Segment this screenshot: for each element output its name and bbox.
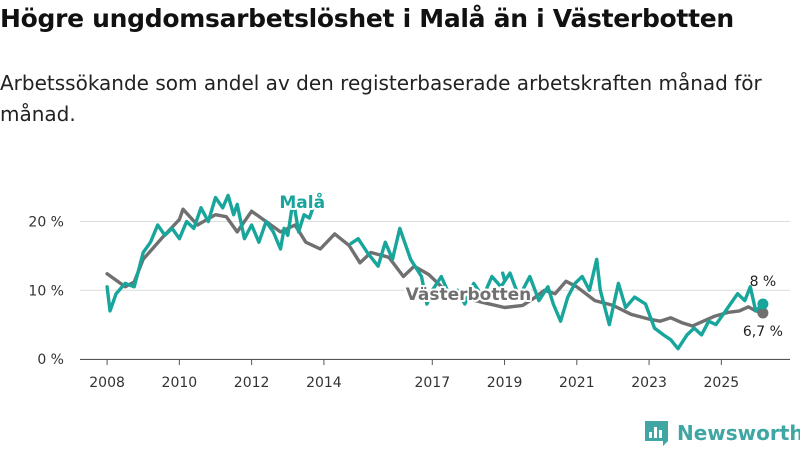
brand-logo[interactable]: Newsworthy — [645, 418, 800, 448]
x-tick-label: 2014 — [306, 375, 342, 391]
x-tick-label: 2019 — [487, 375, 523, 391]
x-tick-label: 2012 — [234, 375, 270, 391]
series-line-mala — [349, 226, 765, 351]
end-point-mala — [757, 298, 769, 310]
x-tick-label: 2010 — [162, 375, 198, 391]
x-tick-label: 2017 — [414, 375, 450, 391]
series-label-mala: Malå — [279, 191, 325, 213]
x-tick-label: 2008 — [89, 375, 125, 391]
brand-name: Newsworthy — [677, 421, 800, 445]
end-label-vasterbotten: 6,7 % — [743, 324, 783, 340]
chart-subtitle: Arbetssökande som andel av den registerb… — [0, 71, 762, 126]
x-tick-label: 2025 — [704, 375, 740, 391]
series-line-mala — [501, 271, 507, 282]
series-line-vasterbotten — [105, 207, 765, 328]
end-point-vasterbotten — [757, 307, 769, 319]
y-tick-label: 20 % — [28, 215, 64, 231]
series-line-mala — [105, 193, 317, 313]
newsworthy-logo-icon — [645, 420, 668, 446]
y-tick-label: 10 % — [28, 283, 64, 299]
x-tick-label: 2021 — [559, 375, 595, 391]
end-label-mala: 8 % — [750, 274, 777, 290]
series-label-vasterbotten: Västerbotten — [406, 285, 532, 305]
y-tick-label: 0 % — [37, 352, 64, 368]
x-tick-label: 2023 — [631, 375, 667, 391]
chart-title: Högre ungdomsarbetslöshet i Malå än i Vä… — [0, 4, 734, 33]
